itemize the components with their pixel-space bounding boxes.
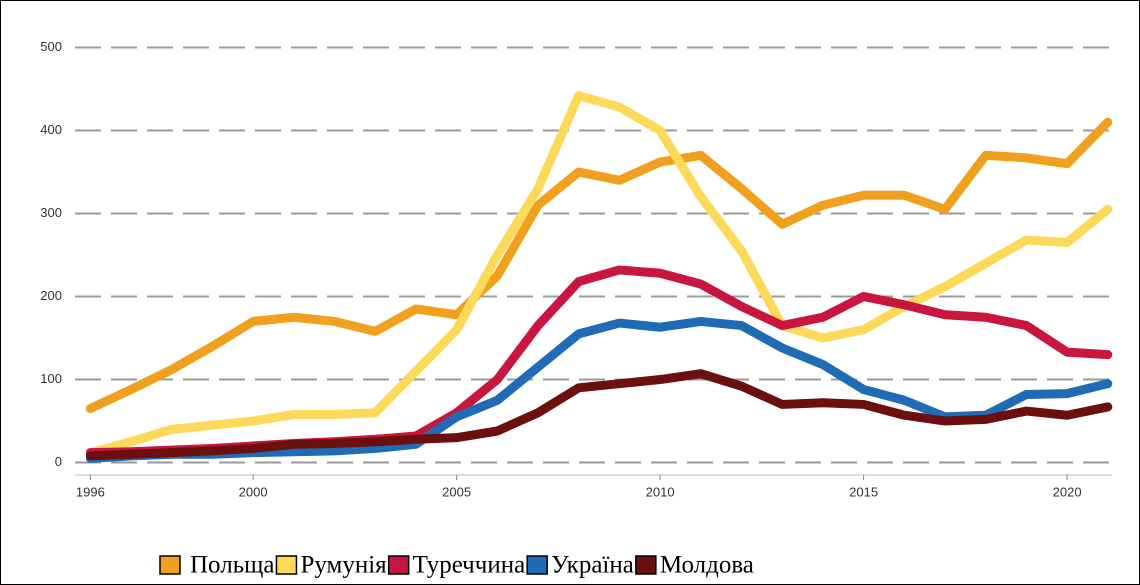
x-tick-label: 2015 [849,484,878,499]
x-tick-label: 1996 [76,484,105,499]
y-tick-label: 200 [40,288,62,303]
y-tick-label: 300 [40,205,62,220]
y-tick-label: 100 [40,371,62,386]
legend-label: Молдова [660,552,754,579]
legend: Польща Румунія Туреччина Україна Молдова [159,552,754,579]
x-tick-label: 2005 [442,484,471,499]
y-tick-label: 400 [40,122,62,137]
x-tick-label: 2020 [1053,484,1082,499]
legend-swatch [159,555,181,575]
y-tick-label: 500 [40,39,62,54]
series-line [85,316,1113,463]
series-line [85,117,1113,414]
x-tick-label: 2010 [646,484,675,499]
legend-label: Туреччина [413,552,526,579]
series-line [85,91,1113,458]
legend-label: Україна [551,552,634,579]
series-line [85,369,1113,461]
x-tick-label: 2000 [239,484,268,499]
legend-label: Польща [190,552,274,579]
legend-swatch [526,555,548,575]
legend-swatch [387,555,410,575]
y-tick-label: 0 [55,454,62,469]
legend-label: Румунія [300,552,387,579]
legend-swatch [635,555,657,575]
legend-swatch [275,555,298,575]
